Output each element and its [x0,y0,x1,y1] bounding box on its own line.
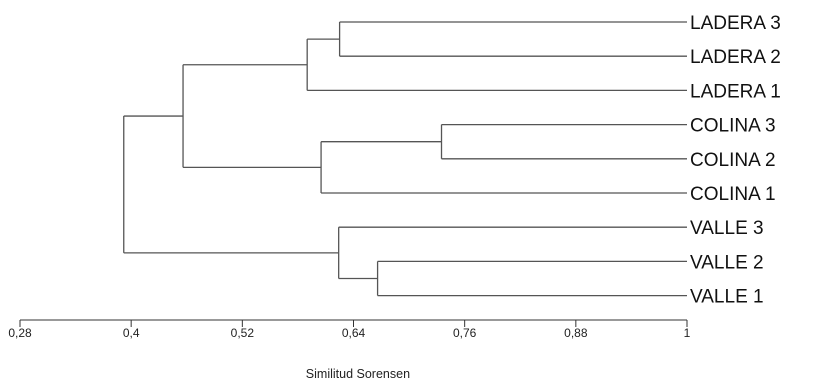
leaf-label: VALLE 2 [690,252,764,273]
axis-tick-label: 1 [684,326,691,340]
axis-tick-label: 0,52 [231,326,255,340]
axis-tick-label: 0,28 [8,326,32,340]
axis-tick-label: 0,76 [453,326,477,340]
leaf-label: VALLE 1 [690,287,764,308]
leaf-label: LADERA 3 [690,13,781,34]
axis-title: Similitud Sorensen [306,367,410,381]
axis-tick-label: 0,88 [564,326,588,340]
axis-ticks: 0,28 0,4 0,52 0,64 0,76 0,88 1 [8,320,691,340]
leaf-label: LADERA 1 [690,81,781,102]
axis-tick-label: 0,64 [342,326,366,340]
leaf-label: LADERA 2 [690,47,781,68]
leaf-label: COLINA 3 [690,116,776,137]
leaf-label: VALLE 3 [690,218,764,239]
leaf-labels: LADERA 3 LADERA 2 LADERA 1 COLINA 3 COLINA 2… [690,13,781,308]
leaf-label: COLINA 1 [690,184,776,205]
axis-tick-label: 0,4 [123,326,140,340]
dendrogram-links [123,21,687,297]
leaf-label: COLINA 2 [690,150,776,171]
similarity-axis: 0,28 0,4 0,52 0,64 0,76 0,88 1 Similitud Soren… [8,319,691,381]
